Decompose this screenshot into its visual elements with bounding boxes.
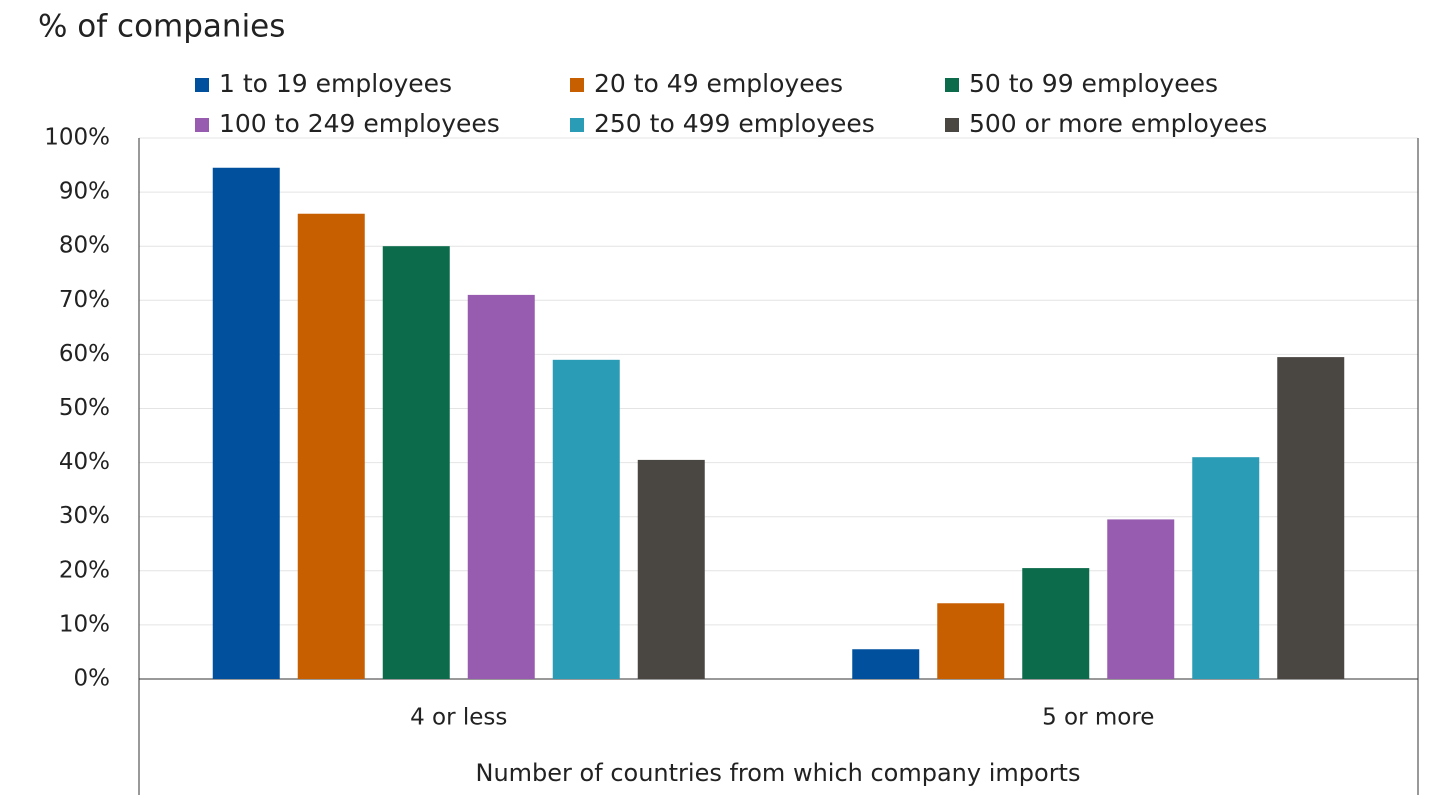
y-tick-label: 10%: [59, 611, 110, 637]
y-tick-label: 50%: [59, 395, 110, 421]
bar: [552, 359, 620, 679]
y-tick-label: 0%: [74, 666, 111, 692]
y-tick-label: 30%: [59, 503, 110, 529]
bar: [382, 246, 450, 679]
legend-label: 1 to 19 employees: [219, 69, 452, 98]
y-tick-label: 40%: [59, 449, 110, 475]
legend-swatch: [570, 78, 584, 92]
bar: [1022, 568, 1090, 679]
y-tick-label: 100%: [44, 125, 110, 151]
bar: [852, 649, 920, 679]
legend-swatch: [195, 78, 209, 92]
chart-title: % of companies: [38, 9, 285, 45]
legend-swatch: [945, 118, 959, 132]
legend-label: 100 to 249 employees: [219, 109, 500, 138]
legend-swatch: [195, 118, 209, 132]
y-tick-label: 20%: [59, 557, 110, 583]
y-tick-label: 90%: [59, 179, 110, 205]
y-tick-label: 60%: [59, 341, 110, 367]
legend-label: 250 to 499 employees: [594, 109, 875, 138]
bar: [467, 294, 535, 679]
bar: [297, 213, 365, 680]
bar: [937, 603, 1005, 679]
legend-label: 20 to 49 employees: [594, 69, 843, 98]
x-tick-label: 5 or more: [1042, 705, 1154, 731]
bar: [1192, 457, 1260, 679]
legend-swatch: [570, 118, 584, 132]
legend-label: 50 to 99 employees: [969, 69, 1218, 98]
x-axis-title: Number of countries from which company i…: [476, 759, 1081, 787]
bar: [1277, 357, 1345, 679]
bar: [637, 459, 705, 679]
bar: [212, 167, 280, 679]
x-tick-label: 4 or less: [410, 705, 507, 731]
y-tick-label: 80%: [59, 233, 110, 259]
legend-label: 500 or more employees: [969, 109, 1267, 138]
y-tick-label: 70%: [59, 287, 110, 313]
bar: [1107, 519, 1175, 679]
legend-swatch: [945, 78, 959, 92]
